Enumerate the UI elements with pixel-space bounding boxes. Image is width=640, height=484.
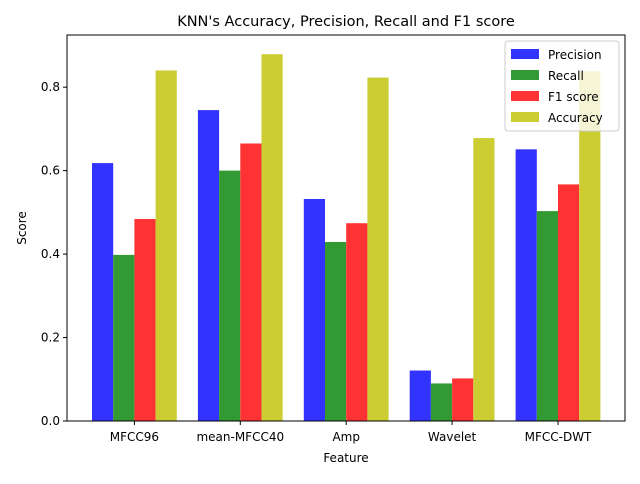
x-tick-label: mean-MFCC40 — [196, 430, 284, 444]
chart-title: KNN's Accuracy, Precision, Recall and F1… — [177, 14, 515, 30]
x-tick-label: Amp — [332, 430, 360, 444]
bar-f1-score-2 — [346, 223, 368, 421]
bar-recall-1 — [219, 170, 241, 421]
legend-label: F1 score — [548, 90, 599, 104]
legend-label: Recall — [548, 69, 584, 83]
legend: Precision Recall F1 score Accuracy — [504, 40, 620, 132]
x-tick-label: MFCC96 — [110, 430, 159, 444]
bar-recall-4 — [536, 211, 558, 421]
y-axis-label: Score — [15, 211, 29, 245]
legend-swatch-f1-score — [511, 91, 539, 101]
bar-f1-score-0 — [134, 219, 156, 421]
y-tick-label: 0.6 — [41, 164, 60, 178]
legend-swatch-recall — [511, 70, 539, 80]
bar-recall-2 — [325, 241, 347, 421]
legend-label: Accuracy — [548, 111, 603, 125]
x-axis-label: Feature — [323, 451, 368, 465]
bar-accuracy-3 — [473, 138, 495, 421]
bar-precision-4 — [515, 149, 537, 421]
legend-swatch-precision — [511, 49, 539, 59]
y-tick-label: 0.2 — [41, 331, 60, 345]
y-tick-label: 0.4 — [41, 247, 60, 261]
x-tick-label: Wavelet — [428, 430, 477, 444]
bar-accuracy-1 — [261, 54, 283, 421]
bar-f1-score-3 — [452, 378, 474, 421]
legend-label: Precision — [548, 48, 602, 62]
bar-f1-score-4 — [558, 184, 580, 421]
bar-precision-0 — [92, 163, 114, 421]
bar-accuracy-0 — [155, 70, 177, 421]
bar-accuracy-2 — [367, 77, 389, 421]
bar-precision-1 — [197, 110, 220, 421]
y-tick-label: 0.8 — [41, 80, 60, 94]
axes-group: 0.0 0.2 0.4 0.6 0.8 MFCC96 mean-MFCC40 Amp Wavel… — [41, 34, 626, 444]
x-tick-label: MFCC-DWT — [525, 430, 592, 444]
bar-f1-score-1 — [240, 143, 262, 421]
bar-recall-0 — [113, 254, 135, 421]
bar-accuracy-4 — [579, 71, 601, 421]
bars-group — [92, 54, 601, 421]
bar-precision-2 — [303, 198, 325, 421]
bar-precision-3 — [409, 370, 431, 421]
legend-swatch-accuracy — [511, 112, 539, 122]
y-tick-label: 0.0 — [41, 414, 60, 428]
legend-box — [504, 40, 620, 132]
bar-recall-3 — [430, 383, 453, 421]
